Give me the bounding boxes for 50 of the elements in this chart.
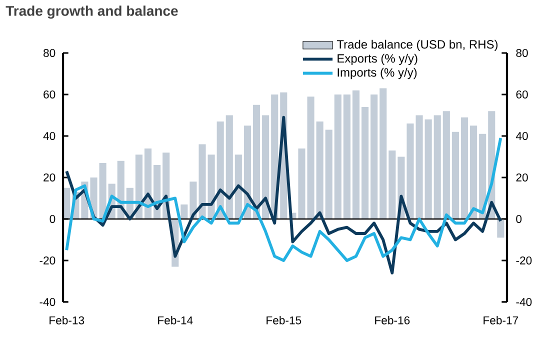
bar bbox=[262, 115, 270, 219]
y2-tick-label: -20 bbox=[516, 256, 532, 264]
x-tick-label: Feb-14 bbox=[158, 316, 193, 324]
bar bbox=[208, 154, 215, 219]
bar bbox=[316, 121, 324, 219]
bar bbox=[497, 218, 504, 238]
bar bbox=[388, 150, 396, 219]
y-tick-label: -40 bbox=[40, 298, 56, 306]
y-tick-label: 0 bbox=[50, 214, 56, 223]
y2-tick-label: 80 bbox=[516, 48, 528, 57]
y-tick-label: -20 bbox=[40, 256, 56, 264]
x-tick-label: Feb-16 bbox=[375, 316, 410, 324]
y-tick-label: 20 bbox=[44, 173, 56, 182]
bar bbox=[352, 90, 360, 219]
x-tick-label: Feb-13 bbox=[50, 316, 84, 324]
y2-tick-label: 60 bbox=[516, 90, 528, 98]
y2-tick-label: -40 bbox=[516, 298, 532, 306]
bar bbox=[334, 94, 342, 219]
bar bbox=[180, 204, 188, 219]
bar bbox=[325, 130, 332, 219]
bar bbox=[470, 126, 478, 219]
x-tick-label: Feb-17 bbox=[484, 316, 518, 324]
bar bbox=[380, 88, 387, 219]
bar bbox=[370, 94, 378, 219]
bar bbox=[234, 154, 242, 219]
line-series bbox=[65, 116, 502, 274]
y2-tick-label: 40 bbox=[516, 132, 528, 140]
legend-label: Trade balance (USD bn, RHS) bbox=[336, 40, 498, 52]
bar bbox=[226, 115, 233, 219]
chart-title: Trade growth and balance bbox=[6, 6, 178, 19]
bar bbox=[252, 104, 260, 219]
bar bbox=[424, 119, 432, 219]
y-tick-label: 60 bbox=[44, 90, 56, 98]
bar bbox=[362, 106, 369, 219]
bar bbox=[442, 111, 450, 219]
bar bbox=[452, 132, 459, 219]
bar bbox=[343, 94, 350, 219]
bar bbox=[434, 115, 441, 219]
legend-label: Imports (% y/y) bbox=[338, 68, 417, 80]
y-tick-label: 80 bbox=[44, 48, 56, 57]
legend-label: Exports (% y/y) bbox=[338, 54, 418, 66]
bar bbox=[460, 117, 468, 219]
bar bbox=[479, 134, 486, 219]
x-tick-label: Feb-15 bbox=[266, 316, 302, 324]
bar bbox=[99, 162, 106, 219]
y2-tick-label: 20 bbox=[516, 173, 528, 182]
bar bbox=[406, 124, 414, 219]
y2-tick-label: 0 bbox=[516, 214, 522, 223]
bar bbox=[416, 115, 423, 219]
y-tick-label: 40 bbox=[43, 132, 56, 140]
